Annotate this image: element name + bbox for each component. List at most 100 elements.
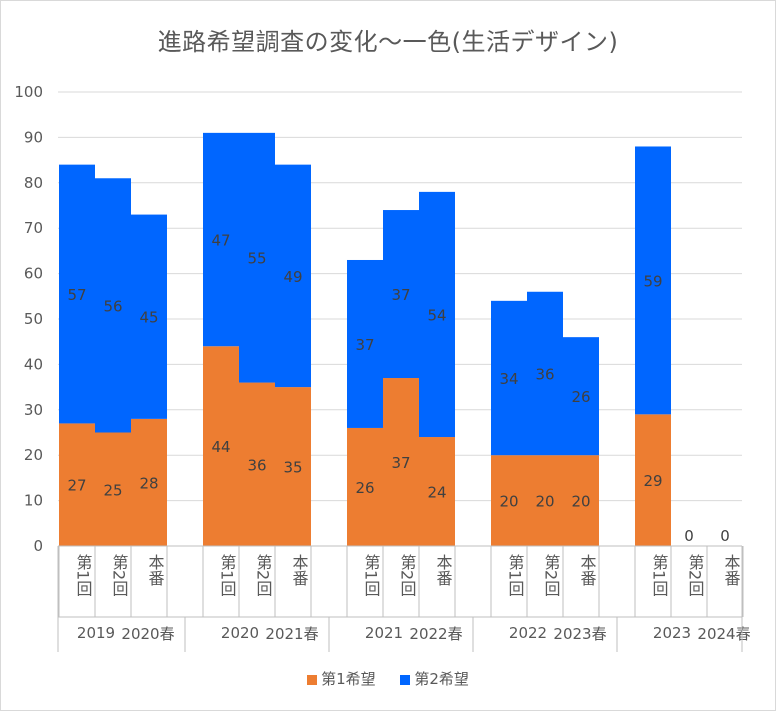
x-group-spring-label: 2020春 (121, 625, 174, 643)
data-label-second-choice: 37 (355, 336, 374, 354)
x-group-year-label: 2021 (365, 624, 403, 642)
x-category-label: 本番 (722, 554, 741, 586)
bar-first-choice (203, 346, 239, 546)
legend-item-second-choice: 第2希望 (400, 668, 469, 689)
x-category-label: 第2回 (254, 554, 273, 596)
x-category-label: 第1回 (74, 554, 93, 596)
data-label-second-choice: 54 (427, 306, 446, 324)
y-tick-label: 90 (24, 128, 43, 146)
x-group-spring-label: 2022春 (409, 625, 462, 643)
legend: 第1希望 第2希望 (0, 668, 776, 689)
x-category-label: 第2回 (398, 554, 417, 596)
x-group-year-label: 2023 (653, 624, 691, 642)
bar-second-choice (347, 259, 383, 428)
bar-first-choice (419, 437, 455, 546)
data-label-first-choice: 25 (103, 481, 122, 499)
data-label-second-choice: 45 (139, 309, 158, 327)
bar-second-choice (491, 300, 527, 456)
x-category-label: 本番 (434, 554, 453, 586)
data-label-first-choice: 29 (643, 472, 662, 490)
data-label-second-choice: 57 (67, 286, 86, 304)
data-label-first-choice: 37 (391, 454, 410, 472)
data-label-first-choice: 26 (355, 479, 374, 497)
bars (59, 132, 671, 546)
x-category-label: 第1回 (218, 554, 237, 596)
data-label-first-choice: 35 (283, 459, 302, 477)
data-label-first-choice: 24 (427, 484, 446, 502)
y-tick-label: 30 (24, 401, 43, 419)
bar-second-choice (527, 291, 563, 456)
bar-first-choice (563, 455, 599, 546)
y-axis: 0 10 20 30 40 50 60 70 80 90 100 (14, 83, 43, 555)
y-tick-label: 80 (24, 174, 43, 192)
x-category-label: 第2回 (686, 554, 705, 596)
bar-first-choice (95, 432, 131, 546)
data-label-first-choice: 44 (211, 438, 230, 456)
y-tick-label: 0 (33, 537, 43, 555)
bar-second-choice (59, 164, 95, 424)
x-category-label: 第1回 (650, 554, 669, 596)
x-group-year-label: 2022 (509, 624, 547, 642)
bar-second-choice (275, 164, 311, 388)
x-category-label: 本番 (290, 554, 309, 586)
data-label-first-choice: 0 (720, 527, 730, 545)
data-label-first-choice: 20 (535, 493, 554, 511)
bar-first-choice (59, 423, 95, 546)
x-category-label: 本番 (146, 554, 165, 586)
data-label-second-choice: 37 (391, 286, 410, 304)
data-label-second-choice: 49 (283, 268, 302, 286)
y-tick-label: 10 (24, 492, 43, 510)
bar-second-choice (563, 337, 599, 456)
data-label-second-choice: 34 (499, 370, 518, 388)
data-label-first-choice: 28 (139, 474, 158, 492)
data-label-second-choice: 26 (571, 388, 590, 406)
chart-title: 進路希望調査の変化～一色(生活デザイン) (157, 28, 619, 56)
x-category-label: 第2回 (110, 554, 129, 596)
y-tick-label: 70 (24, 219, 43, 237)
bar-first-choice (239, 382, 275, 546)
y-tick-label: 60 (24, 265, 43, 283)
x-category-label: 第1回 (506, 554, 525, 596)
data-label-first-choice: 0 (684, 527, 694, 545)
bar-second-choice (635, 146, 671, 415)
bar-first-choice (527, 455, 563, 546)
bar-first-choice (275, 387, 311, 546)
data-labels: 27 57 25 56 28 45 44 47 36 55 35 49 26 37 37 37 24 54 20 34… (67, 232, 729, 545)
bar-first-choice (491, 455, 527, 546)
data-label-second-choice: 59 (643, 272, 662, 290)
legend-label-second-choice: 第2希望 (414, 670, 469, 688)
x-category-label: 本番 (578, 554, 597, 586)
x-group-spring-label: 2024春 (697, 625, 750, 643)
bar-first-choice (635, 414, 671, 546)
data-label-first-choice: 27 (67, 477, 86, 495)
data-label-second-choice: 55 (247, 250, 266, 268)
bar-second-choice (203, 132, 239, 347)
y-tick-label: 20 (24, 446, 43, 464)
bar-first-choice (383, 378, 419, 546)
data-label-first-choice: 20 (499, 493, 518, 511)
bar-second-choice (419, 191, 455, 438)
data-label-second-choice: 47 (211, 232, 230, 250)
bar-second-choice (95, 178, 131, 433)
x-group-year-label: 2019 (77, 624, 115, 642)
bar-second-choice (131, 214, 167, 419)
bar-second-choice (383, 210, 419, 379)
bar-second-choice (239, 132, 275, 383)
data-label-second-choice: 56 (103, 297, 122, 315)
stacked-bar-chart: 0 10 20 30 40 50 60 70 80 90 100 27 57 25 56 28 45 44 47 3… (14, 83, 751, 652)
bar-first-choice (347, 427, 383, 546)
x-category-label: 第2回 (542, 554, 561, 596)
bar-first-choice (131, 418, 167, 546)
data-label-second-choice: 36 (535, 365, 554, 383)
legend-item-first-choice: 第1希望 (307, 668, 376, 689)
data-label-first-choice: 36 (247, 456, 266, 474)
y-tick-label: 50 (24, 310, 43, 328)
legend-label-first-choice: 第1希望 (321, 670, 376, 688)
x-group-spring-label: 2021春 (265, 625, 318, 643)
legend-swatch-first-choice (307, 674, 318, 685)
x-group-spring-label: 2023春 (553, 625, 606, 643)
x-group-year-label: 2020 (221, 624, 259, 642)
y-tick-label: 40 (24, 355, 43, 373)
x-category-label: 第1回 (362, 554, 381, 596)
